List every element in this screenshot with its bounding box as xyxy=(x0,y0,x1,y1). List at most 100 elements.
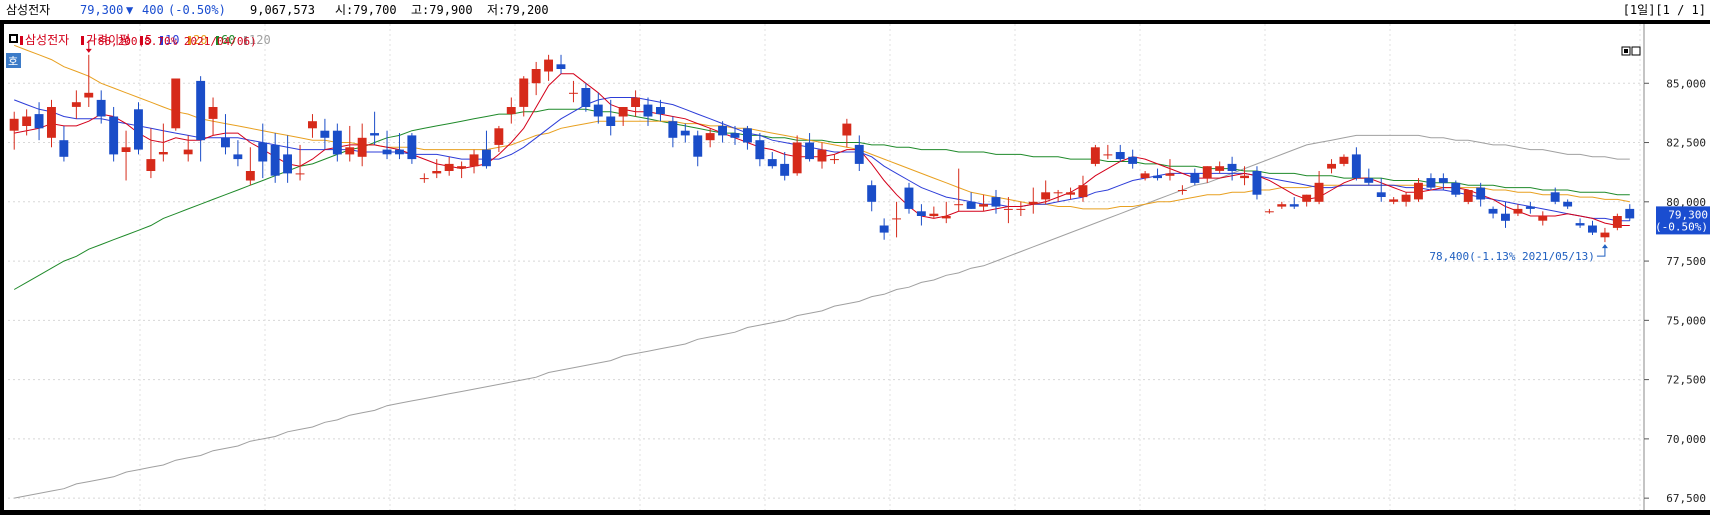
candle-body xyxy=(1140,173,1150,179)
maximize-icon[interactable] xyxy=(1621,46,1631,56)
y-tick-label: 77,500 xyxy=(1666,255,1706,268)
legend-ma-marker xyxy=(188,36,191,45)
legend: 삼성전자 가격이평 5 10 20 60 120 xyxy=(9,33,271,47)
candle-body xyxy=(743,128,752,143)
y-tick-label: 80,000 xyxy=(1666,196,1706,209)
y-tick-label: 75,000 xyxy=(1666,314,1706,327)
candle-body xyxy=(867,185,877,202)
last-price-label: 79,300 xyxy=(1668,208,1708,221)
candle-body xyxy=(656,107,665,115)
legend-ma-5: 5 xyxy=(145,33,152,47)
candle-body xyxy=(1066,192,1075,195)
high-annotation: 86,200(8.70% 2021/04/06) xyxy=(98,35,257,48)
candle-body xyxy=(158,152,168,155)
close-icon[interactable] xyxy=(1631,46,1641,56)
legend-ma-marker xyxy=(81,36,84,45)
candle-body xyxy=(1078,185,1088,198)
candle-body xyxy=(1177,190,1187,191)
candle-body xyxy=(581,88,591,107)
candle-body xyxy=(308,121,317,129)
legend-ma-marker xyxy=(160,36,163,45)
candle-body xyxy=(134,109,143,150)
low-arrow-icon xyxy=(1596,246,1606,257)
candle-body xyxy=(1227,163,1237,171)
candlestick-chart[interactable]: 67,500 70,000 72,500 75,000 77,500 80,000 82,5… xyxy=(0,20,1710,515)
candle-body xyxy=(1090,147,1100,164)
candle-body xyxy=(1438,178,1448,183)
legend-toggle-inner xyxy=(11,36,16,41)
candle-body xyxy=(171,78,181,129)
candle-body xyxy=(183,149,193,155)
y-tick-labels: 67,500 70,000 72,500 75,000 77,500 80,000 82,5… xyxy=(1644,77,1706,505)
candle-body xyxy=(1339,156,1349,164)
candle-body xyxy=(469,154,479,167)
candle-body xyxy=(693,135,703,157)
candle-body xyxy=(270,144,280,176)
candle-body xyxy=(9,118,19,131)
candle-body xyxy=(643,104,653,117)
candle-body xyxy=(1575,223,1585,226)
candle-body xyxy=(1451,182,1461,195)
candle-body xyxy=(71,102,81,107)
candle-body xyxy=(1264,211,1274,213)
candle-body xyxy=(1302,194,1312,202)
candle-body xyxy=(544,59,553,72)
y-tick-label: 85,000 xyxy=(1666,77,1706,90)
candle-body xyxy=(569,92,578,94)
candle-body xyxy=(196,80,206,141)
candle-body xyxy=(1240,175,1249,179)
candle-body xyxy=(121,147,131,152)
candle-body xyxy=(954,204,964,206)
candle-body xyxy=(47,107,56,138)
price-change-pct: (-0.50%) xyxy=(168,3,226,17)
candle-body xyxy=(1028,201,1038,205)
candle-body xyxy=(519,78,529,107)
candle-body xyxy=(991,197,1001,207)
open-price: 시:79,700 xyxy=(335,3,397,17)
period-selector[interactable]: [1일][1 / 1] xyxy=(1622,3,1706,17)
low-price: 저:79,200 xyxy=(487,3,549,17)
candle-body xyxy=(916,211,926,216)
last-change-label: (-0.50%) xyxy=(1655,220,1708,233)
candle-body xyxy=(1488,208,1498,214)
maximize-icon-inner xyxy=(1624,49,1628,53)
legend-ma-marker xyxy=(140,36,143,45)
candle-body xyxy=(84,92,94,98)
candle-body xyxy=(904,187,914,209)
y-tick-label: 67,500 xyxy=(1666,492,1706,505)
candle-body xyxy=(370,133,379,136)
candle-body xyxy=(780,163,790,176)
candle-body xyxy=(879,225,889,233)
candle-body xyxy=(233,154,243,160)
candle-body xyxy=(767,159,777,167)
y-tick-label: 70,000 xyxy=(1666,433,1706,446)
candles xyxy=(9,54,1635,243)
legend-ma-marker xyxy=(216,36,219,45)
candle-body xyxy=(792,142,802,174)
candle-body xyxy=(966,201,976,209)
candle-body xyxy=(1600,232,1610,238)
candle-body xyxy=(631,97,640,107)
low-annotation: 78,400(-1.13% 2021/05/13) xyxy=(1429,250,1595,263)
candle-body xyxy=(606,116,616,126)
candle-body xyxy=(357,137,367,157)
badge-label: 호 xyxy=(8,55,18,68)
candle-body xyxy=(1401,194,1411,202)
candle-body xyxy=(34,114,44,129)
badge-icon[interactable] xyxy=(6,53,21,68)
chart-area[interactable]: 67,500 70,000 72,500 75,000 77,500 80,000 82,5… xyxy=(0,20,1710,515)
candle-body xyxy=(295,173,305,175)
candle-body xyxy=(941,216,951,219)
candle-body xyxy=(593,104,603,117)
candle-body xyxy=(506,107,516,115)
price-change: 400 xyxy=(142,3,164,17)
low-arrowhead xyxy=(1601,244,1608,249)
candle-body xyxy=(1513,208,1523,214)
y-tick-label: 72,500 xyxy=(1666,374,1706,387)
candle-body xyxy=(320,130,330,138)
candle-body xyxy=(258,142,268,162)
candle-body xyxy=(1277,204,1287,207)
legend-ma-20: 20 xyxy=(193,33,207,47)
candle-body xyxy=(1588,225,1597,233)
candle-body xyxy=(208,107,218,119)
